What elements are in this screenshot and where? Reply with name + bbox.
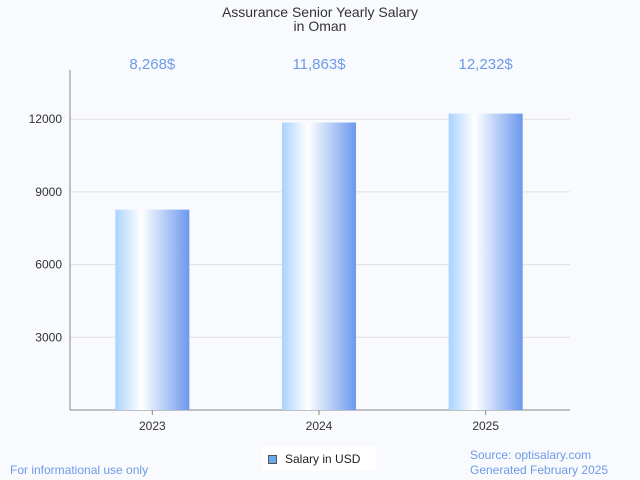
legend: Salary in USD [262, 447, 376, 471]
bar-2025 [448, 113, 523, 410]
bar-2023 [115, 209, 190, 410]
data-label: 8,268$ [129, 56, 176, 73]
x-tick-label: 2024 [306, 419, 333, 433]
bar-2024 [282, 122, 356, 411]
chart-title: Assurance Senior Yearly Salary [221, 4, 419, 20]
legend-label: Salary in USD [285, 452, 361, 466]
disclaimer: For informational use only [10, 463, 149, 477]
data-label: 11,863$ [292, 56, 346, 73]
x-tick-label: 2025 [472, 419, 499, 433]
y-tick-label: 6000 [35, 258, 62, 272]
source-link[interactable]: Source: optisalary.com [470, 448, 592, 462]
y-tick-label: 3000 [35, 330, 62, 344]
chart-subtitle: in Oman [293, 18, 347, 34]
legend-swatch [268, 454, 277, 464]
data-label: 12,232$ [459, 56, 514, 73]
y-tick-label: 9000 [35, 185, 62, 199]
y-tick-label: 12000 [29, 112, 63, 126]
generated-date: Generated February 2025 [470, 463, 609, 477]
x-tick-label: 2023 [139, 419, 166, 433]
